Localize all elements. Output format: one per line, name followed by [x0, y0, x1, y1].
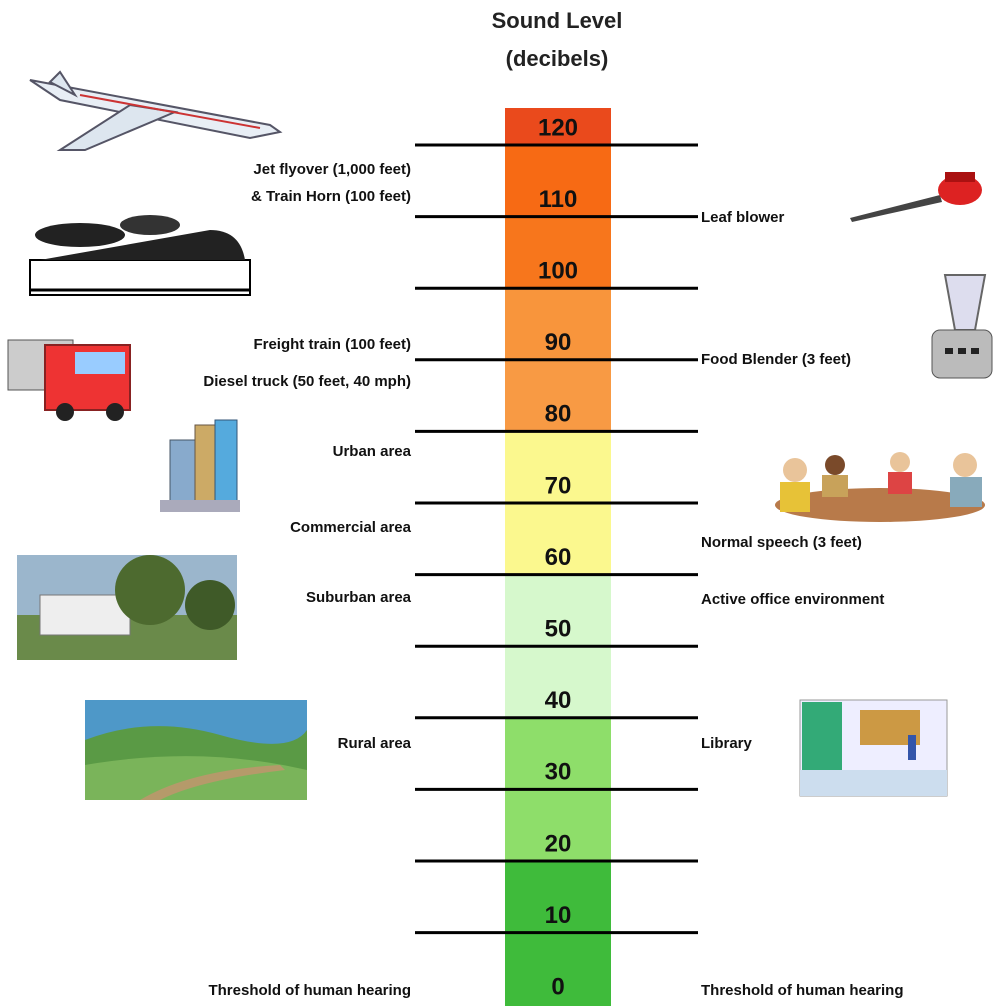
blender-illustration — [932, 275, 992, 378]
meeting-illustration — [775, 452, 985, 522]
left-label: Rural area — [338, 735, 412, 752]
right-label: Leaf blower — [701, 209, 785, 226]
truck-illustration — [8, 340, 130, 421]
sound-level-diagram: Sound Level (decibels) — [0, 0, 997, 1006]
right-label: Library — [701, 735, 753, 752]
left-label: Suburban area — [306, 589, 412, 606]
level-label: 60 — [545, 544, 572, 571]
level-label: 90 — [545, 329, 572, 356]
suburban-illustration — [17, 555, 237, 660]
level-label: 20 — [545, 830, 572, 857]
left-label: Jet flyover (1,000 feet) — [253, 161, 411, 178]
library-illustration — [800, 700, 947, 796]
left-label: Threshold of human hearing — [208, 982, 411, 999]
rural-illustration — [85, 700, 307, 800]
level-label: 30 — [545, 759, 572, 786]
jet-illustration — [30, 72, 280, 150]
left-label: Commercial area — [290, 519, 412, 536]
level-label: 110 — [539, 186, 578, 213]
level-label: 100 — [538, 258, 578, 285]
level-label: 0 — [551, 974, 564, 1001]
leaf-blower-illustration — [850, 172, 982, 222]
level-label: 70 — [545, 472, 572, 499]
level-label: 50 — [545, 616, 572, 643]
left-label: Diesel truck (50 feet, 40 mph) — [203, 373, 411, 390]
level-label: 120 — [538, 114, 578, 141]
title: Sound Level — [492, 8, 623, 33]
left-label: & Train Horn (100 feet) — [251, 188, 411, 205]
subtitle: (decibels) — [506, 46, 609, 71]
train-illustration — [30, 215, 250, 295]
left-label: Urban area — [333, 443, 412, 460]
right-label: Threshold of human hearing — [701, 982, 904, 999]
level-label: 10 — [545, 902, 572, 929]
level-label: 40 — [545, 687, 572, 714]
right-label: Normal speech (3 feet) — [701, 534, 862, 551]
left-label: Freight train (100 feet) — [253, 336, 411, 353]
urban-illustration — [160, 420, 240, 512]
right-label: Food Blender (3 feet) — [701, 351, 851, 368]
level-label: 80 — [545, 401, 572, 428]
right-label: Active office environment — [701, 591, 884, 608]
